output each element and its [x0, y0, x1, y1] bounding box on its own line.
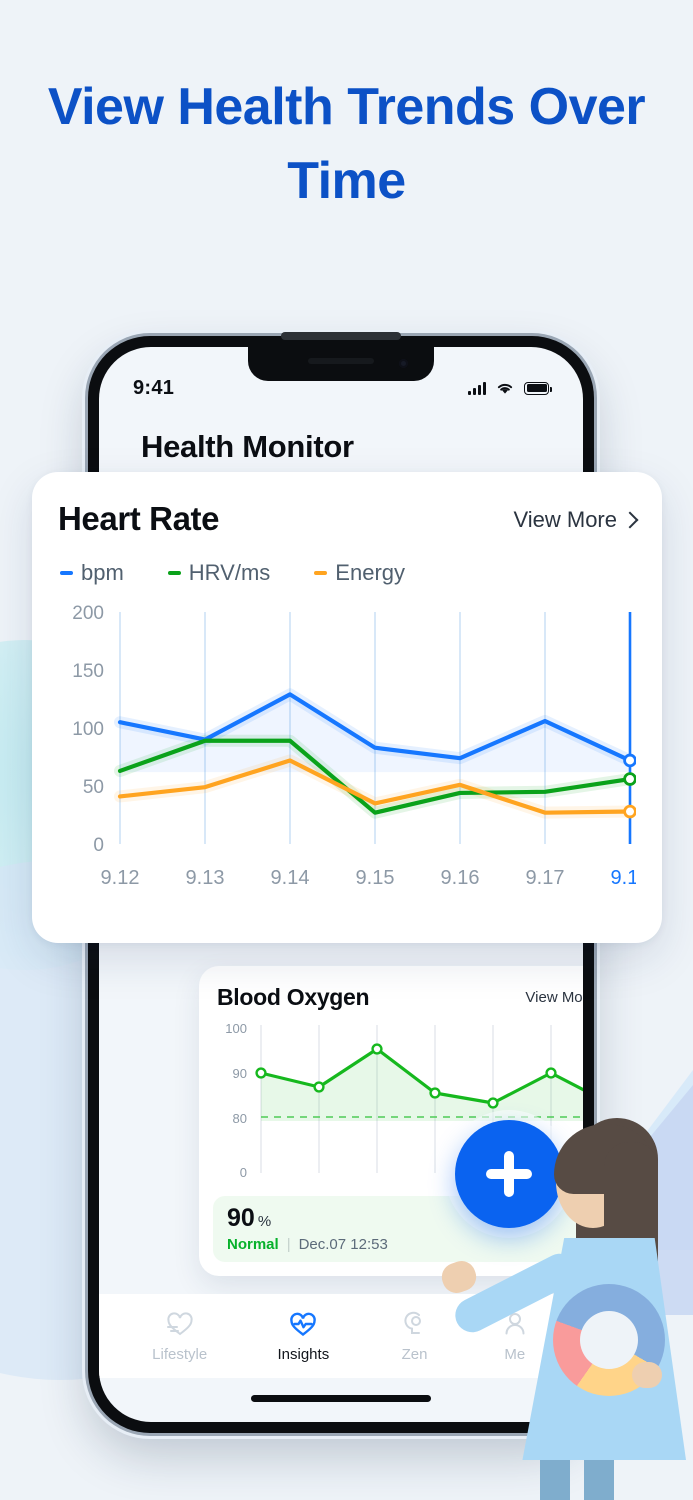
svg-text:9.15: 9.15 [356, 867, 395, 889]
legend-label-hrv: HRV/ms [188, 560, 271, 585]
add-button[interactable] [455, 1120, 563, 1228]
svg-text:0: 0 [240, 1165, 247, 1180]
home-indicator [251, 1395, 431, 1402]
svg-text:100: 100 [72, 719, 104, 740]
chart-legend: bpm HRV/ms Energy [58, 560, 636, 586]
svg-text:9.18: 9.18 [611, 867, 636, 889]
zen-head-icon [403, 1311, 421, 1334]
blood-oxygen-meta: Normal | Dec.07 12:53 [227, 1236, 583, 1253]
heartbeat-icon [290, 1312, 317, 1337]
heart-rate-view-more-button[interactable]: View More [513, 507, 639, 533]
lifestyle-heart-icon [166, 1312, 193, 1336]
character-illustration [437, 1112, 693, 1500]
legend-item-hrv[interactable]: HRV/ms [167, 560, 271, 586]
svg-text:9.12: 9.12 [101, 867, 140, 889]
blood-oxygen-timestamp: Dec.07 12:53 [298, 1236, 388, 1253]
blood-oxygen-card[interactable]: Blood Oxygen View More 100 90 80 0 [199, 966, 583, 1276]
cellular-signal-icon [468, 381, 486, 395]
blood-oxygen-chart: 100 90 80 0 [225, 1021, 583, 1180]
heart-rate-view-more-label: View More [513, 507, 617, 532]
svg-text:150: 150 [72, 661, 104, 682]
svg-text:90: 90 [233, 1066, 247, 1081]
svg-text:9.16: 9.16 [441, 867, 480, 889]
tab-me-label: Me [504, 1346, 526, 1363]
wifi-icon [497, 383, 513, 394]
tab-insights[interactable]: Insights [277, 1309, 330, 1363]
tab-lifestyle[interactable]: Lifestyle [152, 1309, 207, 1363]
legend-swatch-energy [314, 571, 328, 575]
legend-swatch-bpm [60, 571, 73, 575]
phone-notch [248, 347, 434, 381]
battery-icon [524, 381, 552, 395]
blood-oxygen-value-row: 90% [227, 1204, 583, 1233]
app-title: Health Monitor [141, 429, 354, 464]
character-leg-left [540, 1452, 570, 1500]
person-icon [505, 1313, 525, 1335]
character-hand-right [632, 1362, 662, 1388]
blood-oxygen-title: Blood Oxygen [217, 984, 370, 1010]
page-title: View Health Trends Over Time [47, 78, 646, 210]
blood-oxygen-view-more-label: View More [525, 989, 583, 1006]
legend-label-energy: Energy [335, 560, 406, 585]
legend-swatch-hrv [167, 571, 181, 575]
heart-rate-header: Heart Rate View More [58, 500, 639, 538]
svg-text:0: 0 [93, 835, 104, 856]
blood-oxygen-unit: % [257, 1213, 272, 1230]
legend-label-bpm: bpm [81, 560, 124, 585]
status-icons [468, 381, 552, 395]
svg-text:9.14: 9.14 [271, 867, 310, 889]
svg-text:200: 200 [72, 603, 104, 624]
blood-oxygen-view-more-button[interactable]: View More [525, 989, 583, 1006]
chevron-right-icon [621, 511, 639, 529]
svg-text:50: 50 [83, 777, 104, 798]
tab-lifestyle-label: Lifestyle [152, 1346, 208, 1363]
heart-rate-card[interactable]: Heart Rate View More bpm HRV/ms Energy 0… [32, 472, 662, 943]
svg-text:9.17: 9.17 [526, 867, 565, 889]
tab-me[interactable]: Me [500, 1309, 530, 1363]
heart-rate-title: Heart Rate [58, 500, 220, 537]
status-time: 9:41 [133, 376, 175, 399]
svg-text:80: 80 [233, 1111, 247, 1126]
svg-text:9.13: 9.13 [186, 867, 225, 889]
meta-separator: | [286, 1236, 291, 1253]
tab-insights-label: Insights [277, 1346, 330, 1363]
status-bar: 9:41 [99, 371, 583, 405]
character-leg-right [584, 1452, 614, 1500]
speaker-icon [308, 358, 374, 364]
heart-rate-chart-svg: 0 50 100 150 200 9.12 9.13 9.14 9.15 9.16 9.17 9.18 [72, 603, 636, 889]
phone-antenna [281, 332, 401, 340]
front-camera-icon [399, 359, 408, 368]
legend-item-bpm[interactable]: bpm [60, 560, 124, 586]
tab-zen-label: Zen [401, 1346, 428, 1363]
svg-text:100: 100 [225, 1021, 247, 1036]
tab-zen[interactable]: Zen [400, 1309, 430, 1363]
status-badge: Normal [227, 1236, 279, 1253]
blood-oxygen-value: 90 [227, 1204, 255, 1232]
blood-oxygen-header: Blood Oxygen View More [217, 984, 583, 1011]
legend-item-energy[interactable]: Energy [314, 560, 405, 586]
heart-rate-chart: 0 50 100 150 200 9.12 9.13 9.14 9.15 9.16 9.17 9.18 [58, 602, 636, 902]
